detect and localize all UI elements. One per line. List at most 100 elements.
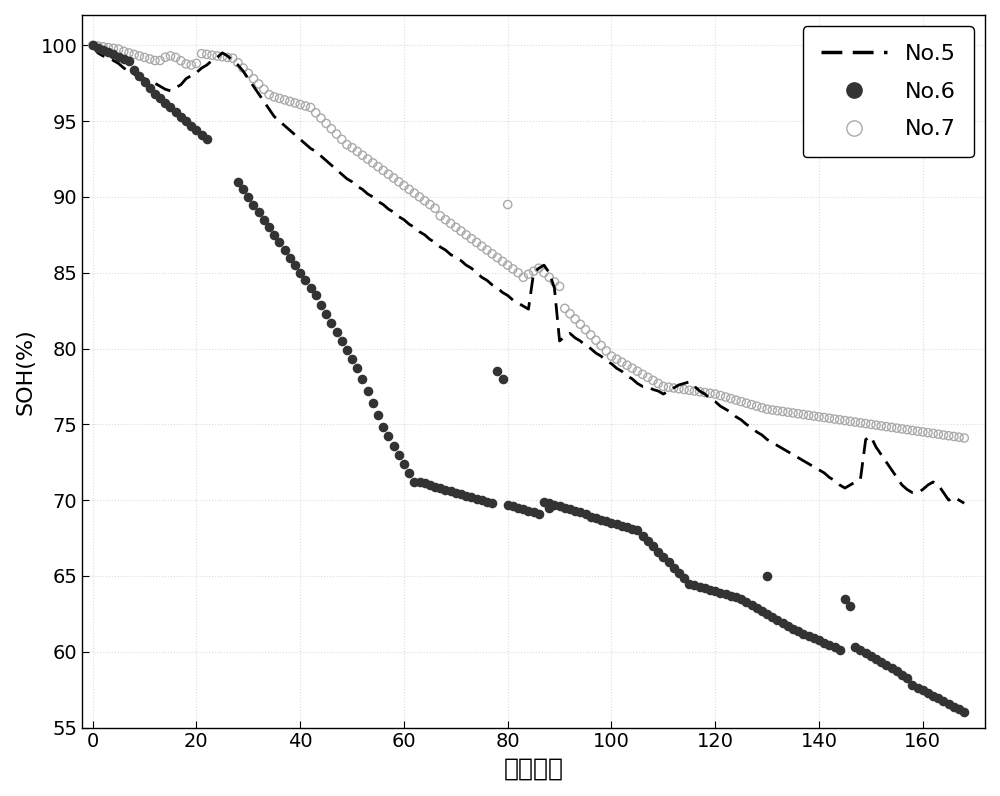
No.7 — [894, 423, 910, 435]
No.7 — [764, 404, 780, 416]
No.6 — [567, 505, 583, 517]
No.6 — [801, 630, 817, 642]
No.6 — [111, 50, 127, 63]
No.7 — [173, 54, 189, 67]
No.7 — [769, 404, 785, 417]
No.7 — [925, 427, 941, 440]
No.7 — [930, 427, 946, 440]
No.7 — [899, 423, 915, 436]
No.6 — [603, 517, 619, 529]
No.7 — [749, 400, 765, 412]
No.7 — [334, 133, 350, 146]
No.6 — [811, 634, 827, 647]
No.6 — [173, 110, 189, 123]
No.7 — [785, 407, 801, 419]
No.6 — [531, 507, 547, 520]
No.7 — [536, 267, 552, 279]
No.5 — [87, 41, 99, 50]
No.6 — [707, 585, 723, 598]
No.7 — [188, 57, 204, 70]
No.6 — [635, 529, 651, 542]
No.6 — [375, 421, 391, 434]
No.7 — [370, 160, 386, 173]
No.6 — [510, 501, 526, 514]
No.6 — [624, 523, 640, 536]
No.6 — [609, 518, 625, 531]
No.6 — [168, 106, 184, 119]
No.6 — [546, 498, 562, 511]
No.6 — [308, 289, 324, 302]
No.7 — [775, 405, 791, 418]
No.7 — [842, 415, 858, 427]
No.6 — [593, 513, 609, 526]
No.7 — [287, 96, 303, 109]
No.7 — [111, 43, 127, 56]
No.7 — [650, 377, 666, 390]
No.6 — [935, 695, 951, 708]
No.7 — [313, 111, 329, 124]
No.7 — [583, 329, 599, 341]
No.7 — [904, 424, 920, 437]
No.6 — [380, 430, 396, 443]
No.7 — [235, 62, 251, 75]
No.6 — [137, 76, 153, 88]
No.6 — [671, 567, 687, 579]
No.6 — [598, 515, 614, 528]
No.7 — [152, 54, 168, 67]
No.6 — [562, 503, 578, 516]
No.7 — [453, 224, 469, 237]
No.7 — [858, 417, 874, 430]
No.6 — [199, 133, 215, 146]
No.6 — [681, 577, 697, 590]
No.6 — [287, 259, 303, 271]
No.6 — [256, 213, 272, 226]
No.7 — [915, 426, 931, 439]
No.6 — [266, 228, 282, 241]
No.6 — [583, 510, 599, 523]
No.7 — [401, 183, 417, 196]
No.7 — [816, 412, 832, 424]
No.6 — [417, 477, 433, 490]
No.6 — [837, 592, 853, 605]
No.7 — [329, 127, 345, 140]
No.7 — [655, 380, 671, 392]
No.7 — [422, 198, 438, 211]
No.7 — [733, 396, 749, 408]
No.6 — [666, 561, 682, 574]
No.7 — [412, 190, 428, 203]
No.6 — [692, 580, 708, 593]
No.7 — [417, 194, 433, 207]
No.7 — [500, 198, 516, 211]
No.7 — [956, 431, 972, 444]
No.6 — [100, 46, 116, 59]
No.7 — [614, 356, 630, 369]
No.7 — [277, 94, 293, 107]
No.6 — [251, 205, 267, 218]
No.6 — [126, 63, 142, 76]
No.7 — [811, 411, 827, 423]
No.6 — [391, 448, 407, 461]
No.6 — [785, 622, 801, 635]
No.7 — [676, 383, 692, 396]
No.6 — [910, 681, 926, 694]
No.7 — [935, 428, 951, 441]
No.7 — [728, 394, 744, 407]
No.7 — [567, 313, 583, 326]
No.7 — [297, 100, 313, 112]
No.6 — [495, 373, 511, 385]
No.7 — [271, 92, 287, 105]
No.6 — [733, 592, 749, 605]
No.7 — [629, 365, 645, 377]
No.6 — [370, 409, 386, 422]
No.7 — [380, 168, 396, 181]
No.7 — [541, 271, 557, 283]
No.6 — [277, 244, 293, 256]
No.6 — [515, 503, 531, 516]
No.7 — [878, 420, 894, 433]
Legend: No.5, No.6, No.7: No.5, No.6, No.7 — [803, 26, 974, 158]
No.7 — [245, 72, 261, 85]
No.6 — [749, 602, 765, 615]
No.6 — [904, 678, 920, 691]
No.7 — [801, 409, 817, 422]
No.7 — [531, 262, 547, 275]
